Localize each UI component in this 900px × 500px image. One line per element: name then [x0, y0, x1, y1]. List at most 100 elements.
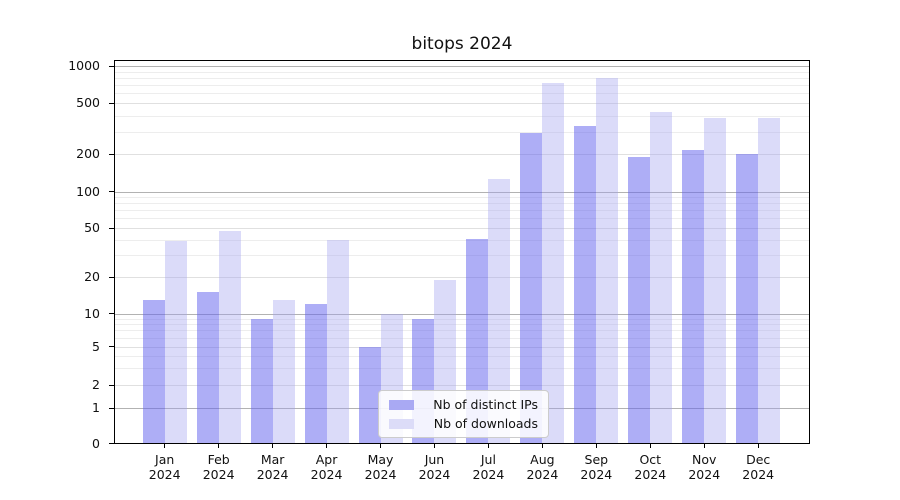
x-tick-label: May 2024: [364, 452, 397, 482]
y-tick-mark: [109, 227, 114, 229]
minor-gridline: [114, 337, 810, 339]
x-tick-label: Feb 2024: [202, 452, 235, 482]
bar-distinct-ips-apr: [304, 303, 327, 444]
bar-distinct-ips-jan: [142, 299, 165, 444]
minor-gridline: [114, 203, 810, 205]
y-tick-mark: [109, 102, 114, 104]
y-tick-label: 10: [84, 305, 100, 321]
bar-distinct-ips-feb: [196, 292, 219, 444]
x-tick-label: Jun 2024: [418, 452, 451, 482]
bar-distinct-ips-aug: [520, 133, 543, 444]
bar-downloads-dec: [758, 117, 781, 444]
y-tick-mark: [109, 191, 114, 193]
major-gridline: [114, 66, 810, 67]
y-tick-label: 1: [92, 400, 100, 415]
x-tick-label: Oct 2024: [634, 452, 667, 482]
bar-distinct-ips-dec: [736, 154, 759, 444]
x-tick-label: Apr 2024: [310, 452, 343, 482]
minor-gridline: [114, 85, 810, 87]
x-tick-label: Jan 2024: [148, 452, 181, 482]
bar-distinct-ips-may: [358, 346, 381, 444]
x-tick-mark: [649, 444, 651, 448]
minor-gridline: [114, 355, 810, 357]
legend: Nb of distinct IPs Nb of downloads: [378, 390, 549, 438]
major-gridline: [114, 313, 810, 315]
x-tick-mark: [218, 444, 220, 448]
bar-downloads-jan: [164, 241, 187, 444]
plot-area: [114, 60, 810, 444]
minor-gridline: [114, 115, 810, 117]
minor-gridline: [114, 197, 810, 199]
x-tick-mark: [164, 444, 166, 448]
x-tick-label: Jul 2024: [472, 452, 505, 482]
y-tick-label: 5: [92, 338, 100, 354]
y-tick-label: 0: [92, 435, 100, 451]
bar-distinct-ips-sep: [574, 126, 597, 444]
x-tick-label: Sep 2024: [580, 452, 613, 482]
labeled-gridline: [114, 103, 810, 105]
minor-gridline: [114, 255, 810, 257]
labeled-gridline: [114, 154, 810, 155]
minor-gridline: [114, 324, 810, 326]
major-gridline: [114, 191, 810, 193]
legend-label-distinct-ips: Nb of distinct IPs: [433, 397, 538, 412]
minor-gridline: [114, 78, 810, 79]
minor-gridline: [114, 318, 810, 320]
y-tick-mark: [109, 443, 114, 445]
x-tick-label: Mar 2024: [256, 452, 289, 482]
labeled-gridline: [114, 277, 810, 278]
y-tick-label: 200: [76, 146, 100, 161]
bar-downloads-apr: [326, 239, 349, 444]
y-tick-mark: [109, 65, 114, 67]
x-tick-mark: [433, 444, 436, 448]
legend-label-downloads: Nb of downloads: [433, 416, 538, 431]
x-tick-mark: [541, 444, 544, 448]
x-tick-mark: [326, 444, 328, 448]
x-tick-mark: [272, 444, 274, 448]
minor-gridline: [114, 71, 810, 73]
y-tick-label: 50: [84, 220, 100, 235]
labeled-gridline: [114, 385, 810, 386]
y-tick-label: 2: [92, 377, 100, 392]
bar-downloads-oct: [650, 111, 673, 444]
x-tick-mark: [380, 444, 382, 448]
chart-title: bitops 2024: [411, 34, 513, 54]
minor-gridline: [114, 210, 810, 212]
x-tick-mark: [595, 444, 598, 448]
x-tick-mark: [703, 444, 705, 448]
y-tick-label: 100: [76, 183, 100, 199]
y-tick-mark: [109, 346, 114, 348]
legend-swatch-downloads: [389, 418, 414, 429]
y-tick-mark: [109, 276, 114, 278]
legend-entry-distinct-ips: Nb of distinct IPs: [389, 397, 538, 412]
y-tick-mark: [109, 407, 114, 409]
bar-downloads-mar: [272, 299, 295, 444]
x-tick-label: Aug 2024: [526, 452, 559, 482]
bar-downloads-feb: [218, 231, 241, 444]
legend-entry-downloads: Nb of downloads: [389, 416, 538, 431]
y-tick-mark: [109, 153, 114, 155]
legend-swatch-distinct-ips: [389, 399, 414, 410]
minor-gridline: [114, 367, 810, 369]
bar-downloads-sep: [596, 78, 619, 444]
bar-downloads-jul: [488, 179, 511, 444]
labeled-gridline: [114, 346, 810, 348]
minor-gridline: [114, 218, 810, 220]
bar-downloads-nov: [704, 117, 727, 444]
y-tick-mark: [109, 313, 114, 315]
bar-distinct-ips-mar: [250, 318, 273, 444]
labeled-gridline: [114, 228, 810, 229]
bar-distinct-ips-nov: [682, 149, 705, 444]
minor-gridline: [114, 330, 810, 332]
y-tick-label: 20: [84, 269, 100, 284]
y-tick-label: 500: [76, 95, 100, 111]
x-tick-mark: [757, 444, 759, 448]
bar-downloads-aug: [542, 82, 565, 444]
y-tick-mark: [109, 384, 114, 386]
x-tick-mark: [487, 444, 490, 448]
x-tick-label: Nov 2024: [688, 452, 721, 482]
bar-distinct-ips-oct: [628, 156, 651, 444]
minor-gridline: [114, 131, 810, 133]
minor-gridline: [114, 93, 810, 95]
